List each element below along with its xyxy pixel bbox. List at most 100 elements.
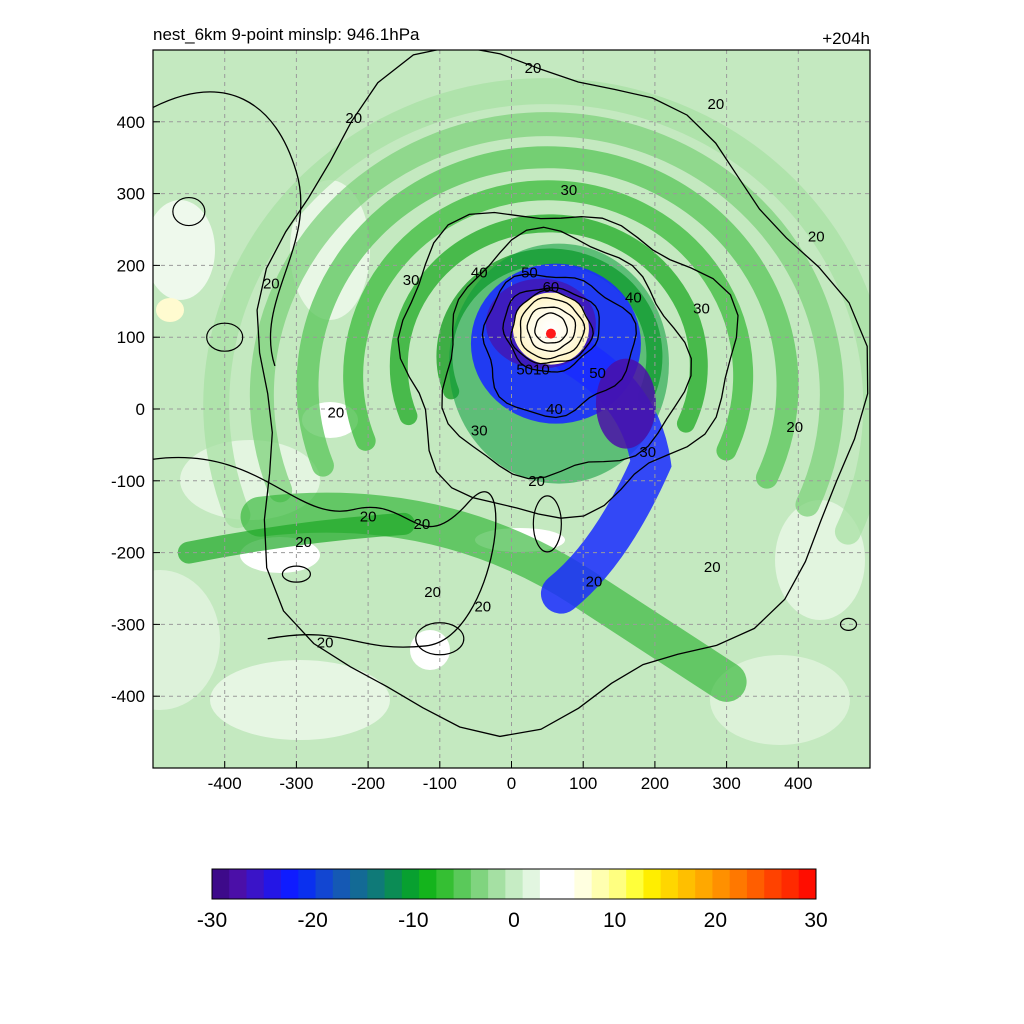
contour-label: 20 (317, 634, 334, 651)
contour-label: 50 (589, 365, 606, 382)
colorbar-cell (488, 869, 506, 899)
contour-line (839, 617, 858, 632)
y-tick-label: -100 (111, 472, 145, 491)
contour-line (172, 196, 206, 227)
contours (153, 50, 869, 738)
y-tick-label: 100 (117, 328, 145, 347)
contour-line (509, 289, 594, 365)
contour-label: 20 (414, 516, 431, 533)
contour-label: 20 (586, 573, 603, 590)
forecast-hour: +204h (822, 29, 870, 48)
contour-line (502, 287, 600, 373)
colorbar-cell (315, 869, 334, 899)
contour-line (526, 306, 577, 352)
y-tick-label: -300 (111, 615, 145, 634)
colorbar-cell (626, 869, 644, 899)
colorbar-cell (557, 869, 575, 899)
contour-labels: 20 20 20 20 20 20 20 20 20 20 20 20 20 20 20 20 30 30 30 30… (263, 60, 825, 651)
y-tick-label: 400 (117, 113, 145, 132)
colorbar-cell (522, 869, 541, 899)
field-patch (153, 200, 215, 300)
colorbar-frame (211, 868, 817, 900)
colorbar-cell (643, 869, 662, 899)
contour-label: 20 (295, 534, 312, 551)
colorbar-cell (746, 869, 765, 899)
contour-line (532, 495, 562, 553)
core-max (595, 358, 656, 449)
colorbar-cell (384, 869, 403, 899)
colorbar-cell (677, 869, 696, 899)
contour-line (397, 211, 739, 519)
contour-label: 30 (693, 300, 710, 317)
colorbar-cell (401, 869, 420, 899)
storm-center-marker (545, 328, 556, 339)
rainband (177, 512, 415, 564)
contour-label: 20 (345, 110, 362, 127)
contour-line (206, 322, 244, 352)
colorbar-cell (798, 869, 817, 899)
contour-label: 30 (561, 182, 578, 199)
contour-label: 50 (521, 265, 538, 282)
contour-line (281, 565, 311, 583)
colorbar-tick-label: -20 (297, 909, 327, 932)
y-tick-label: -400 (111, 687, 145, 706)
contour-label: 30 (639, 444, 656, 461)
x-tick-label: 300 (712, 774, 740, 793)
contour-label: 40 (625, 290, 642, 307)
x-tick-label: -200 (351, 774, 385, 793)
y-tick-label: 0 (136, 400, 145, 419)
colorbar-cell (539, 869, 558, 899)
contour-label: 20 (327, 405, 344, 422)
y-tick-label: -200 (111, 544, 145, 563)
contour-line (415, 622, 465, 656)
contour-label: 20 (263, 275, 280, 292)
contour-label: 40 (546, 401, 563, 418)
contour-label: 30 (471, 423, 488, 440)
colorbar-ticks: -30 -20 -10 0 10 20 30 (197, 909, 828, 932)
colorbar-cell (332, 869, 351, 899)
colorbar-tick-label: 10 (603, 909, 626, 932)
colorbar-tick-label: -10 (398, 909, 428, 932)
contour-label: 20 (424, 584, 441, 601)
contour-line (481, 273, 637, 419)
colorbar-cell (695, 869, 713, 899)
contour-line (519, 297, 586, 360)
colorbar-cell (781, 869, 800, 899)
field-patch (153, 570, 220, 710)
field-patch (156, 298, 184, 322)
contour-label: 20 (708, 96, 725, 113)
contour-label: 20 (808, 229, 825, 246)
contour-line (153, 91, 302, 367)
plot-area: 20 20 20 20 20 20 20 20 20 20 20 20 20 20 20 20 30 30 30 30… (153, 50, 870, 768)
colorbar-cell (246, 869, 265, 899)
contour-line (153, 456, 497, 648)
colorbar-cell (367, 869, 386, 899)
colorbar-cell (453, 869, 472, 899)
x-tick-label: 0 (507, 774, 516, 793)
contour-label: 20 (360, 509, 377, 526)
x-axis: -400 -300 -200 -100 0 100 200 300 400 (208, 761, 812, 793)
y-tick-label: 300 (117, 185, 145, 204)
contour-line (256, 50, 869, 738)
colorbar-cell (574, 869, 593, 899)
rainband (389, 214, 708, 433)
contour-label: 5010 (516, 362, 549, 379)
colorbar-cells (212, 869, 817, 899)
colorbar-cell (505, 869, 524, 899)
colorbar-cell (419, 869, 437, 899)
colorbar-cell (712, 869, 731, 899)
contour-label: 60 (543, 279, 560, 296)
x-tick-label: 200 (641, 774, 669, 793)
field-patch (210, 660, 390, 740)
contour-label: 20 (525, 60, 542, 77)
contour-label: 30 (403, 272, 420, 289)
contour-label: 40 (471, 265, 488, 282)
colorbar-cell (298, 869, 317, 899)
x-tick-label: -300 (279, 774, 313, 793)
x-tick-label: 400 (784, 774, 812, 793)
x-tick-label: -100 (423, 774, 457, 793)
contour-label: 20 (474, 598, 491, 615)
colorbar: -30 -20 -10 0 10 20 30 (197, 868, 828, 932)
colorbar-cell (229, 869, 248, 899)
